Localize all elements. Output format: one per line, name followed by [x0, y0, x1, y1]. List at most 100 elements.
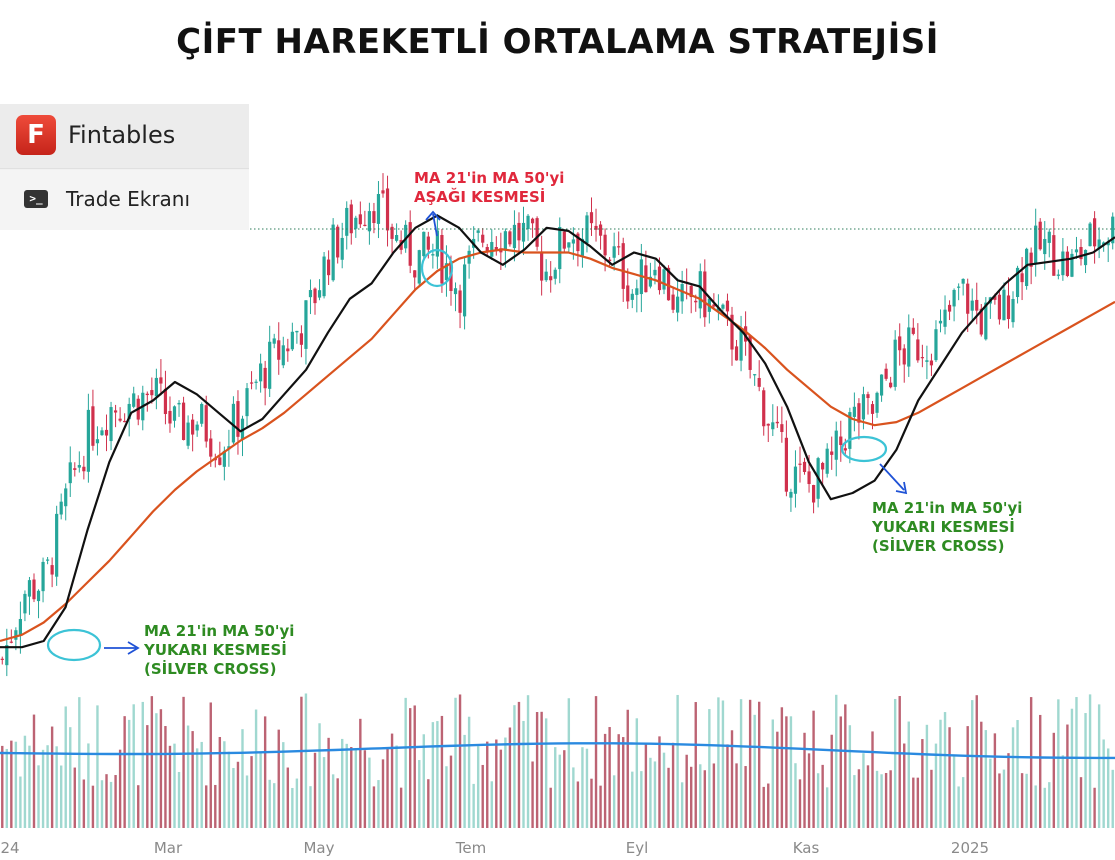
candle-body: [313, 288, 317, 304]
candle-body: [920, 357, 924, 359]
volume-bar: [254, 709, 258, 828]
volume-bar: [680, 782, 684, 828]
volume-bar: [1039, 714, 1042, 828]
volume-bar: [640, 771, 643, 828]
volume-bar: [295, 778, 299, 828]
volume-bar: [50, 726, 54, 828]
volume-bar: [966, 726, 969, 828]
volume-bar: [554, 747, 557, 828]
fintables-logo-icon: F: [16, 115, 56, 155]
candle-body: [893, 339, 897, 387]
candle-body: [503, 231, 507, 251]
candle-body: [453, 288, 458, 295]
candle-body: [240, 418, 245, 440]
candle-body: [1093, 218, 1097, 247]
candle-body: [286, 348, 290, 352]
volume-bar: [1066, 724, 1069, 828]
volume-bar: [776, 731, 779, 828]
candle-body: [222, 450, 226, 467]
volume-bar: [309, 786, 312, 828]
volume-bar: [377, 780, 380, 828]
candle-body: [549, 276, 553, 281]
candle-body: [598, 224, 603, 236]
candle-body: [743, 326, 748, 342]
candle-body: [857, 403, 861, 423]
candle-body: [18, 618, 22, 636]
candle-body: [55, 513, 59, 577]
volume-bar: [508, 727, 512, 828]
candle-body: [1088, 223, 1092, 247]
candle-body: [467, 250, 471, 264]
candle-body: [811, 485, 816, 503]
volume-bar: [563, 750, 566, 828]
candle-body: [975, 299, 979, 311]
candle-body: [86, 409, 90, 472]
volume-bar: [535, 712, 539, 828]
volume-bar: [1025, 773, 1028, 828]
candle-body: [363, 224, 367, 227]
volume-bar: [594, 696, 598, 828]
menu-item-trade-ekrani[interactable]: >_ Trade Ekranı: [0, 170, 249, 230]
volume-bar: [1057, 699, 1060, 828]
candle-body: [698, 271, 702, 309]
candle-body: [27, 580, 32, 597]
candle-body: [367, 211, 372, 232]
volume-bar: [431, 722, 435, 828]
volume-bar: [19, 776, 22, 828]
candle-body: [168, 410, 172, 424]
volume-bar: [825, 787, 829, 828]
volume-bar: [540, 711, 543, 828]
volume-bar: [214, 784, 217, 828]
volume-bar: [961, 777, 965, 828]
volume-bar: [218, 737, 222, 828]
volume-bar: [390, 733, 394, 828]
candle-body: [77, 465, 81, 468]
candle-body: [943, 309, 947, 327]
volume-bar: [127, 719, 131, 828]
volume-bar: [73, 767, 76, 828]
volume-bar: [232, 768, 235, 828]
candle-body: [259, 363, 263, 382]
candle-body: [839, 436, 843, 446]
volume-bar: [848, 725, 852, 828]
candle-body: [132, 393, 136, 407]
candle-body: [349, 204, 353, 234]
x-tick-label: Tem: [455, 839, 486, 857]
candle-body: [762, 390, 766, 427]
volume-bar: [975, 695, 978, 828]
volume-bar: [989, 758, 992, 828]
candle-body: [907, 327, 911, 367]
candle-body: [793, 466, 798, 494]
annotation-label: MA 21'in MA 50'yi: [414, 169, 564, 187]
candle-body: [1047, 231, 1051, 243]
annotation-label: MA 21'in MA 50'yi: [144, 622, 294, 640]
candle-body: [408, 222, 412, 266]
candle-body: [163, 388, 168, 415]
candle-body: [494, 247, 498, 250]
volume-bar: [644, 743, 648, 828]
candle-body: [802, 461, 807, 472]
candle-body: [993, 296, 997, 300]
candle-body: [970, 300, 974, 311]
volume-bar: [137, 785, 140, 828]
volume-bar: [712, 763, 716, 828]
brand-row[interactable]: F Fintables: [0, 104, 249, 169]
candle-body: [594, 225, 598, 230]
volume-bar: [785, 716, 788, 828]
volume-bar: [336, 778, 339, 828]
candle-body: [218, 457, 222, 465]
candle-body: [41, 561, 45, 592]
candle-body: [426, 236, 430, 250]
candle-body: [866, 394, 870, 399]
crossover-circle: [840, 435, 888, 463]
volume-bar: [454, 697, 457, 828]
candle-body: [50, 565, 54, 575]
volume-bar: [408, 708, 412, 828]
annotation-arrow: [432, 213, 438, 237]
candle-body: [861, 394, 866, 420]
annotation-label: MA 21'in MA 50'yi: [872, 499, 1022, 517]
candle-body: [204, 405, 208, 442]
volume-bar: [318, 723, 321, 828]
volume-bar: [282, 742, 285, 828]
